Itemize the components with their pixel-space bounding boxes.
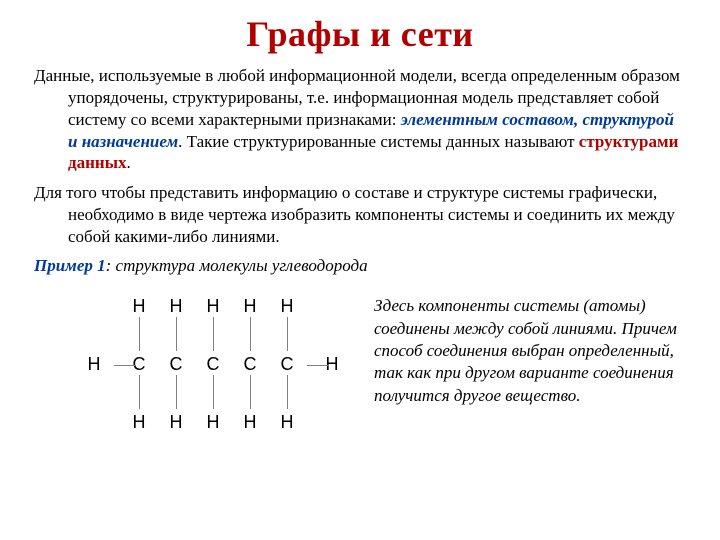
page-title: Графы и сети <box>34 14 686 55</box>
molecule-diagram: HHHHHCCCCCHHHHHHH <box>34 295 364 455</box>
bond-horizontal <box>114 365 136 366</box>
atom-h-top-0: H <box>129 297 149 315</box>
atom-c-1: C <box>166 355 186 373</box>
lower-section: HHHHHCCCCCHHHHHHH Здесь компоненты систе… <box>34 295 686 455</box>
atom-h-top-4: H <box>277 297 297 315</box>
bond-vertical <box>139 317 140 351</box>
bond-vertical <box>250 375 251 409</box>
p1-text-b: . Такие структурированные системы данных… <box>178 132 579 151</box>
paragraph-2: Для того чтобы представить информацию о … <box>34 182 686 247</box>
atom-h-top-1: H <box>166 297 186 315</box>
atom-h-bot-2: H <box>203 413 223 431</box>
example-label: Пример 1 <box>34 256 106 275</box>
atom-h-bot-4: H <box>277 413 297 431</box>
example-rest: : структура молекулы углеводорода <box>106 256 368 275</box>
atom-c-4: C <box>277 355 297 373</box>
atom-c-0: C <box>129 355 149 373</box>
paragraph-1: Данные, используемые в любой информацион… <box>34 65 686 174</box>
bond-vertical <box>213 317 214 351</box>
atom-h-bot-0: H <box>129 413 149 431</box>
diagram-caption: Здесь компоненты системы (атомы) соедине… <box>364 295 686 455</box>
atom-h-top-3: H <box>240 297 260 315</box>
atom-h-right: H <box>322 355 342 373</box>
bond-vertical <box>176 375 177 409</box>
bond-vertical <box>176 317 177 351</box>
example-line: Пример 1: структура молекулы углеводород… <box>34 255 686 277</box>
atom-c-2: C <box>203 355 223 373</box>
p2-text: Для того чтобы представить информацию о … <box>34 182 686 247</box>
atom-h-bot-3: H <box>240 413 260 431</box>
atom-c-3: C <box>240 355 260 373</box>
bond-horizontal <box>307 365 329 366</box>
atom-h-left: H <box>84 355 104 373</box>
bond-vertical <box>213 375 214 409</box>
p1-text-c: . <box>126 153 130 172</box>
bond-vertical <box>139 375 140 409</box>
bond-vertical <box>287 317 288 351</box>
atom-h-bot-1: H <box>166 413 186 431</box>
atom-h-top-2: H <box>203 297 223 315</box>
bond-vertical <box>287 375 288 409</box>
bond-vertical <box>250 317 251 351</box>
slide: Графы и сети Данные, используемые в любо… <box>0 0 720 540</box>
